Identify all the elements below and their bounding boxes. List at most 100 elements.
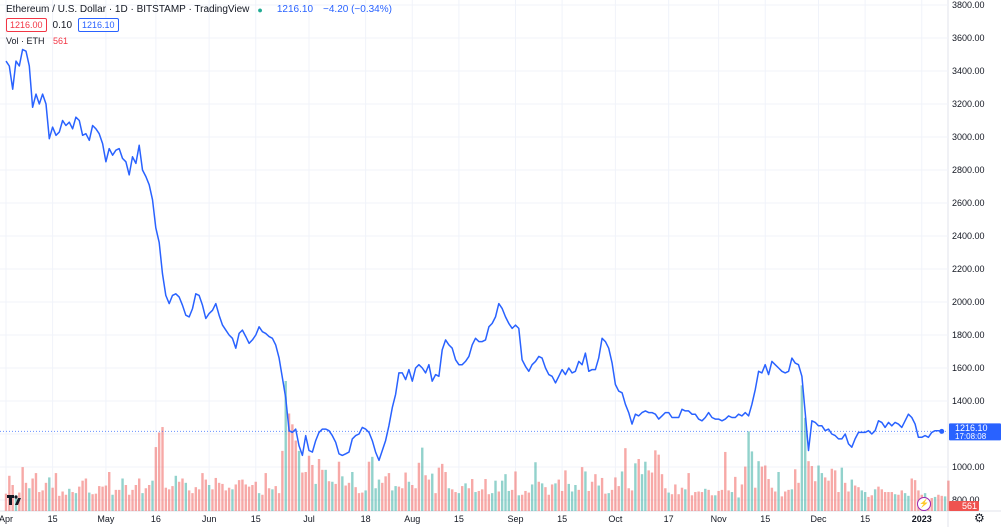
volume-bar (667, 492, 670, 511)
volume-bar (813, 481, 817, 511)
volume-bar (387, 473, 391, 511)
volume-bar (494, 480, 497, 511)
last-price-marker (939, 428, 945, 434)
time-tick-label: 15 (454, 514, 464, 524)
volume-bar (534, 462, 537, 511)
volume-bar (480, 489, 484, 511)
volume-bar (324, 469, 327, 511)
volume-bar (680, 487, 684, 511)
volume-bar (514, 471, 517, 511)
price-change: −4.20 (−0.34%) (323, 4, 392, 15)
volume-bar (214, 477, 217, 511)
volume-bar (714, 495, 717, 511)
volume-bar (371, 456, 374, 511)
tradingview-logo-icon[interactable] (6, 492, 22, 508)
volume-bar (437, 467, 441, 511)
volume-bar (471, 479, 474, 511)
time-tick-label: Aug (404, 514, 420, 524)
volume-bar (88, 492, 91, 511)
volume-bar (760, 466, 764, 511)
volume-bar (111, 494, 114, 511)
volume-bar (843, 482, 847, 511)
volume-bar (537, 481, 540, 511)
price-tick-label: 3400.00 (952, 66, 985, 76)
volume-bar (784, 491, 787, 511)
last-price: 1216.10 (276, 4, 314, 15)
price-tick-label: 3600.00 (952, 33, 985, 43)
volume-bar (790, 489, 794, 511)
volume-bar (897, 494, 900, 511)
time-tick-label: 15 (251, 514, 261, 524)
volume-bar (297, 450, 301, 511)
volume-bar (540, 483, 544, 511)
volume-bar (334, 483, 337, 511)
volume-bar (424, 475, 427, 511)
volume-bar (28, 488, 31, 511)
bid-price-button[interactable]: 1216.00 (6, 18, 47, 32)
volume-bar (48, 477, 51, 511)
volume-bar (837, 492, 840, 511)
lightning-icon[interactable]: ⚡ (917, 497, 931, 511)
volume-bar (251, 485, 254, 511)
volume-bar (707, 489, 710, 511)
volume-bar (34, 473, 38, 511)
volume-bar (737, 497, 740, 511)
volume-bar (354, 487, 357, 511)
volume-bar (474, 492, 477, 511)
volume-bar (710, 495, 714, 511)
time-axis[interactable]: Apr 15 May 16 Jun 15 Jul 18 Aug 15 Sep 15 Oct 17 Nov 15… (0, 514, 932, 524)
volume-bar (211, 489, 214, 511)
volume-bar (887, 492, 890, 511)
volume-bar (860, 490, 864, 511)
volume-bar (121, 478, 124, 511)
volume-bar (194, 487, 198, 511)
time-tick-label: 2023 (912, 514, 932, 524)
volume-bar (54, 473, 58, 511)
volume-bar (774, 491, 777, 511)
volume-bar (893, 494, 897, 511)
volume-legend-row: Vol · ETH 561 (6, 36, 392, 46)
volume-bar (257, 493, 261, 511)
volume-bar (820, 473, 824, 511)
volume-bar (720, 489, 724, 511)
volume-bar (234, 484, 237, 511)
ask-price-button[interactable]: 1216.10 (78, 18, 119, 32)
volume-bar (890, 492, 893, 511)
volume-bar (261, 494, 264, 511)
time-tick-label: 15 (760, 514, 770, 524)
volume-bar (724, 451, 727, 511)
volume-bar (101, 486, 104, 511)
volume-bar (118, 489, 121, 511)
volume-bar (184, 482, 188, 511)
volume-bar (281, 450, 284, 511)
volume-bar (520, 494, 524, 511)
price-tag-value: 1216.10 (955, 423, 988, 433)
volume-bar (747, 431, 750, 511)
volume-bar (147, 485, 151, 511)
volume-bar (381, 482, 384, 511)
volume-bar (567, 483, 570, 511)
volume-bar (780, 496, 784, 511)
volume-bar (457, 493, 461, 511)
volume-bar (91, 494, 94, 511)
volume-bar (427, 479, 431, 511)
volume-bar (877, 486, 880, 511)
volume-bar (337, 461, 341, 511)
volume-bar (304, 472, 307, 511)
volume-bar (244, 484, 247, 511)
symbol-title[interactable]: Ethereum / U.S. Dollar · 1D · BITSTAMP ·… (6, 4, 250, 15)
volume-bar (797, 482, 800, 511)
volume-bar (104, 485, 108, 511)
volume-bar (284, 381, 287, 511)
volume-bar (847, 491, 850, 511)
volume-bar (550, 484, 554, 511)
time-tick-label: Jun (202, 514, 217, 524)
volume-bar (943, 496, 947, 511)
volume-bar (217, 482, 221, 511)
volume-tag-value: 561 (962, 501, 977, 511)
volume-bar (770, 487, 774, 511)
volume-label[interactable]: Vol · ETH (6, 36, 45, 46)
volume-bar (81, 480, 84, 511)
gear-icon[interactable]: ⚙ (974, 511, 985, 525)
